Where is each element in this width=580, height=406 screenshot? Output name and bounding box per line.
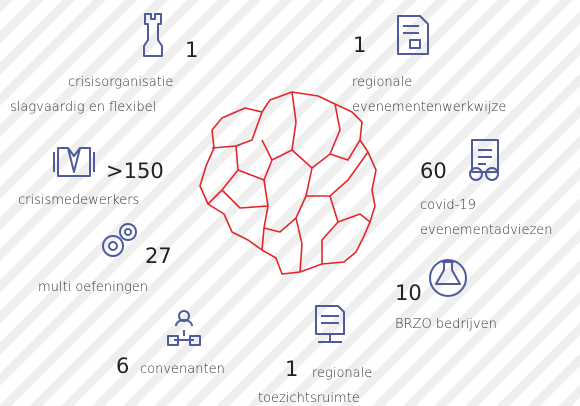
item-label: BRZO bedrijven xyxy=(395,317,497,332)
icon-document xyxy=(397,15,429,55)
icon-papers xyxy=(469,139,499,181)
item-label: crisismedewerkers xyxy=(18,193,139,208)
icon-gears xyxy=(102,223,137,257)
item-label: convenanten xyxy=(140,362,225,377)
icon-tower xyxy=(143,13,163,57)
item-label: evenementenwerkwijze xyxy=(352,100,506,115)
item-number: 1 xyxy=(353,33,366,57)
icon-monitor xyxy=(315,305,345,343)
item-number: 10 xyxy=(395,281,422,305)
item-label: covid-19 xyxy=(420,198,476,213)
item-label: slagvaardig en flexibel xyxy=(10,100,156,115)
item-label: regionale xyxy=(352,75,412,90)
icon-network xyxy=(167,310,201,346)
item-label: multi oefeningen xyxy=(38,280,148,295)
item-number: 60 xyxy=(420,159,447,183)
item-number: 27 xyxy=(145,244,172,268)
item-label: toezichtsruimte xyxy=(258,391,360,406)
item-label: crisisorganisatie xyxy=(68,75,173,90)
item-number: 6 xyxy=(116,354,129,378)
region-map xyxy=(199,91,377,275)
icon-worker xyxy=(53,147,95,177)
item-label: regionale xyxy=(312,366,372,381)
item-number: >150 xyxy=(106,159,164,183)
item-label: evenementadviezen xyxy=(420,223,553,238)
icon-flask xyxy=(429,259,467,297)
item-number: 1 xyxy=(285,357,298,381)
item-number: 1 xyxy=(185,38,198,62)
